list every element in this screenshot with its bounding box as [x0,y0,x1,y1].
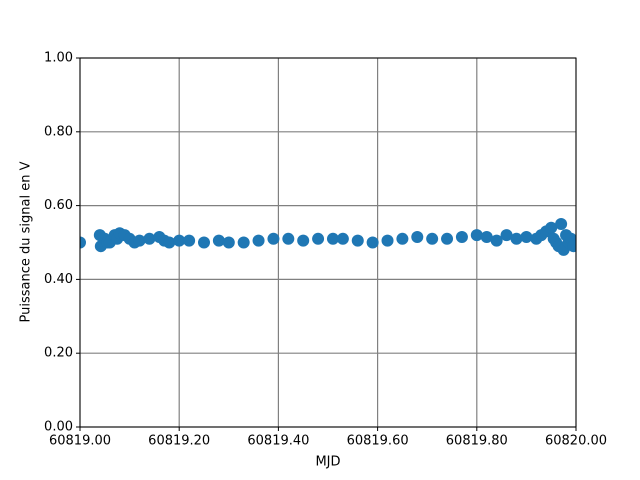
point [198,236,210,249]
x-tick-label: 60820.00 [545,434,607,449]
point [183,234,196,247]
point [312,232,325,245]
point [396,232,409,245]
point [163,236,176,249]
point [297,234,310,247]
y-tick-label: 0.40 [44,272,73,287]
point [80,236,86,249]
point [366,236,379,249]
x-tick-label: 60819.20 [148,434,210,449]
point [282,232,295,245]
point [480,230,493,243]
x-axis-label: MJD [315,455,340,470]
point [143,232,156,245]
point [470,229,483,242]
point [267,232,280,245]
x-tick-label: 60819.40 [247,434,309,449]
point [326,232,339,245]
y-tick-label: 0.80 [44,124,73,139]
point [545,221,558,234]
point [173,234,186,247]
x-tick-label: 60819.60 [347,434,409,449]
point [237,236,250,249]
point [510,232,523,245]
point [426,232,439,245]
point [455,230,468,243]
y-tick-label: 0.20 [44,346,73,361]
point [133,234,146,247]
y-tick-label: 0.60 [44,198,73,213]
point [567,240,576,253]
point [411,230,424,243]
point [441,232,454,245]
point [212,234,225,247]
point [336,232,349,245]
point [252,234,265,247]
x-tick-label: 60819.00 [49,434,111,449]
point [520,230,533,243]
point [555,218,568,231]
point [222,236,235,249]
y-tick-label: 0.00 [44,420,73,435]
x-tick-label: 60819.80 [446,434,508,449]
y-tick-label: 1.00 [44,51,73,66]
point [500,229,513,242]
point [490,234,503,247]
y-axis-label: Puissance du signal en V [19,161,34,322]
point [351,234,364,247]
point [381,234,394,247]
plot-frame [79,57,577,428]
